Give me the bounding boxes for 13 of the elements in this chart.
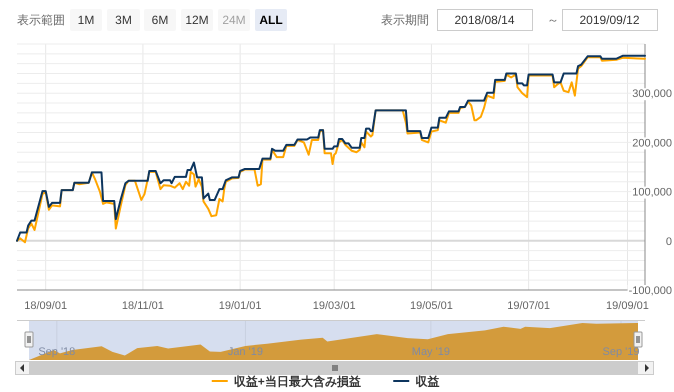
x-tick-label: Jan '19 [228, 346, 263, 358]
x-tick-label: 19/09/01 [606, 300, 649, 312]
y-tick-label: 0 [666, 236, 672, 248]
x-tick-label: 19/03/01 [312, 300, 356, 312]
range-controls: 表示範囲 1M 3M 6M 12M 24M ALL 表示期間 2018/08/14 ～ 2019/09/12 [17, 9, 658, 31]
x-tick-label: 19/07/01 [507, 300, 550, 312]
legend-label: 収益+当日最大含み損益 [234, 374, 361, 388]
x-tick-label: 18/11/01 [122, 300, 164, 312]
x-tick-label: May '19 [412, 346, 450, 358]
x-tick-label: 18/09/01 [24, 300, 68, 312]
x-tick-label: 19/05/01 [410, 300, 453, 312]
legend-label: 収益 [415, 374, 440, 388]
x-tick-label: 19/01/01 [218, 300, 262, 312]
